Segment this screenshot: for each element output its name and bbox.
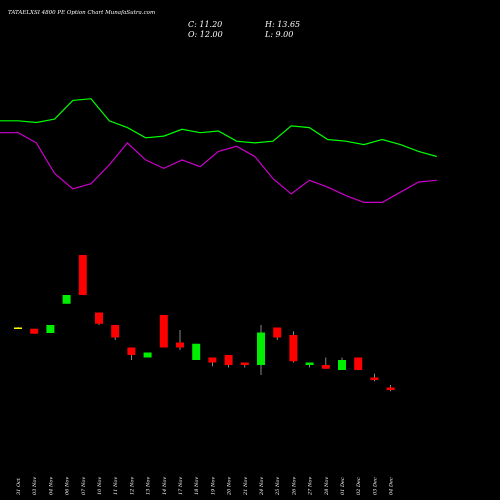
x-tick-label: 28 Nov [324, 477, 330, 496]
candle [176, 330, 184, 350]
open-label: O: 12.00 [188, 30, 223, 39]
x-tick-label: 03 Dec [372, 477, 378, 495]
candle-body [338, 360, 346, 370]
x-tick-label: 04 Nov [48, 477, 54, 495]
x-tick-label: 19 Nov [210, 477, 216, 495]
low-label: L: 9.00 [264, 30, 293, 39]
candle [192, 343, 201, 360]
candles [14, 255, 395, 392]
x-tick-label: 18 Nov [194, 477, 200, 495]
candle-body [192, 343, 201, 360]
x-tick-label: 01 Dec [340, 477, 346, 495]
candle [321, 357, 330, 369]
candle [338, 357, 346, 370]
candle-body [176, 342, 184, 348]
close-label: C: 11.20 [188, 20, 222, 29]
indicator-line-2 [0, 132, 437, 203]
candle-body [305, 362, 314, 365]
x-tick-label: 31 Oct [16, 477, 22, 495]
x-tick-label: 04 Dec [389, 477, 395, 495]
candle-body [111, 325, 120, 338]
candle-body [208, 357, 217, 363]
candle [30, 328, 39, 334]
candle [95, 312, 103, 325]
x-tick-label: 26 Nov [291, 477, 297, 496]
x-tick-label: 14 Nov [162, 477, 168, 495]
x-tick-label: 25 Nov [275, 477, 281, 496]
candle-body [95, 312, 103, 324]
x-tick-label: 17 Nov [178, 477, 184, 495]
candle-body [14, 327, 22, 329]
candle [289, 331, 298, 363]
x-tick-label: 24 Nov [259, 477, 265, 496]
x-tick-label: 27 Nov [308, 477, 314, 496]
x-tick-label: 03 Nov [32, 477, 38, 495]
candle [127, 347, 136, 360]
candle [159, 315, 168, 348]
candle-body [62, 295, 71, 304]
indicator-line-1 [0, 98, 437, 158]
candle-body [78, 255, 87, 295]
candle-body [257, 332, 265, 365]
x-tick-label: 07 Nov [81, 477, 87, 495]
candle-body [127, 347, 136, 355]
candle [46, 325, 55, 333]
x-axis-labels: 31 Oct 03 Nov 04 Nov 06 Nov 07 Nov 10 Nov 11 N… [16, 477, 395, 496]
candle [240, 362, 249, 368]
candle [273, 327, 282, 340]
x-tick-label: 21 Nov [243, 477, 249, 496]
candle-body [386, 387, 395, 390]
x-tick-label: 02 Dec [356, 477, 362, 495]
candle [224, 355, 233, 368]
candle [143, 352, 152, 358]
candle [305, 362, 314, 368]
candle-body [159, 315, 168, 348]
candle-body [143, 352, 152, 358]
candle-body [354, 357, 363, 370]
candle [386, 385, 395, 392]
candle-body [289, 335, 298, 362]
candle-body [370, 377, 379, 380]
chart-title: TATAELXSI 4800 PE Option Chart MunafaSut… [8, 10, 155, 16]
candle [257, 325, 265, 375]
high-label: H: 13.65 [264, 20, 300, 29]
candle [78, 255, 87, 295]
candle [354, 357, 363, 370]
x-tick-label: 11 Nov [113, 477, 119, 495]
x-tick-label: 10 Nov [97, 477, 103, 495]
x-tick-label: 06 Nov [65, 477, 71, 495]
candle-body [30, 328, 39, 334]
candle-body [224, 355, 233, 365]
candle [14, 327, 22, 329]
x-tick-label: 13 Nov [146, 477, 152, 495]
candle-body [321, 365, 330, 369]
candle [111, 325, 120, 340]
x-tick-label: 12 Nov [129, 477, 135, 495]
indicator-lines [0, 98, 437, 203]
candle-body [46, 325, 55, 333]
candle [370, 373, 379, 382]
candle [62, 295, 71, 304]
candle-body [273, 327, 282, 338]
candle-body [240, 362, 249, 365]
candle [208, 357, 217, 367]
x-tick-label: 20 Nov [227, 477, 233, 496]
